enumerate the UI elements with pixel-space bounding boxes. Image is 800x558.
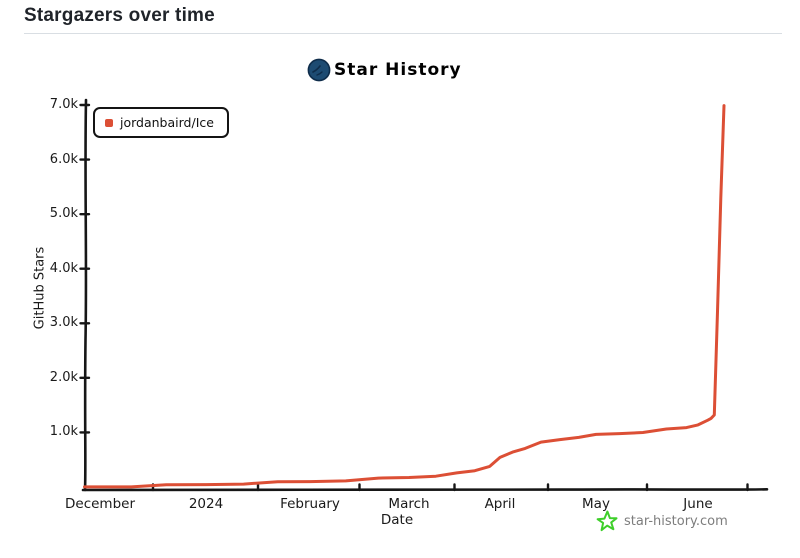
y-axis-tick-label: 1.0k <box>49 424 78 440</box>
y-axis-line <box>83 98 88 492</box>
star-icon <box>596 510 618 532</box>
watermark-link[interactable]: star-history.com <box>596 510 728 532</box>
x-axis-tick-label: December <box>64 496 136 512</box>
star-history-logo-icon <box>307 58 331 82</box>
chart-title: Star History <box>307 58 462 82</box>
legend-series-marker <box>105 118 113 127</box>
page-title: Stargazers over time <box>24 5 215 26</box>
y-axis-tick-label: 6.0k <box>49 151 78 167</box>
y-axis-title: GitHub Stars <box>32 246 48 330</box>
x-axis-title: Date <box>380 512 414 528</box>
x-axis-line <box>81 488 769 492</box>
y-axis-tick-label: 7.0k <box>49 97 78 112</box>
x-axis-tick-label: March <box>388 496 430 512</box>
x-axis-tick-label: April <box>484 496 516 512</box>
y-axis-tick-label: 2.0k <box>49 369 78 385</box>
series-line-jordanbaird-ice[interactable] <box>83 104 726 489</box>
x-axis-tick-label: 2024 <box>188 496 224 512</box>
x-axis-tick-label: June <box>683 496 713 512</box>
legend-jordanbaird-ice[interactable]: jordanbaird/Ice <box>93 107 229 138</box>
x-axis-tick-label: May <box>582 496 610 512</box>
header-divider <box>24 33 782 34</box>
y-axis-tick-label: 3.0k <box>49 315 78 331</box>
y-axis-tick-label: 4.0k <box>49 260 78 276</box>
chart-title-text: Star History <box>334 60 462 80</box>
watermark-text: star-history.com <box>624 513 728 529</box>
legend-series-label: jordanbaird/Ice <box>120 115 214 130</box>
x-axis-tick-label: February <box>280 496 340 512</box>
y-axis-tick-label: 5.0k <box>49 206 78 222</box>
